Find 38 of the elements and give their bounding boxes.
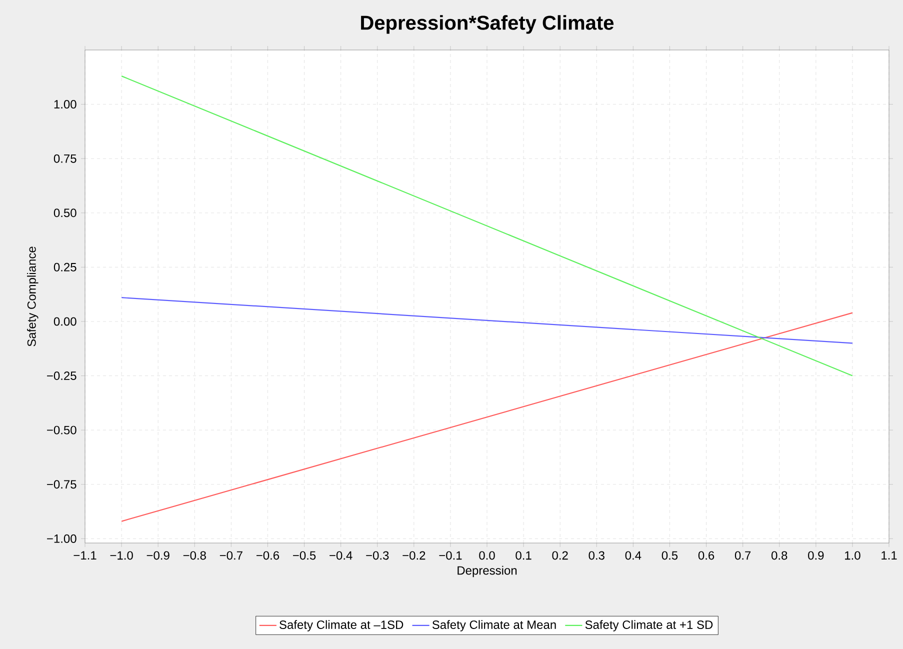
- x-tick-label: −0.5: [293, 551, 316, 560]
- x-tick-label: 0.8: [772, 551, 788, 560]
- x-tick-label: −1.0: [110, 551, 133, 560]
- x-tick-label: −0.9: [146, 551, 170, 560]
- x-tick-label: −0.6: [256, 551, 280, 560]
- x-tick-label: −0.3: [366, 551, 389, 560]
- y-tick-label: 0.25: [54, 262, 76, 272]
- x-tick-label: −0.8: [183, 551, 206, 560]
- y-tick-label: −0.75: [47, 480, 76, 489]
- chart-title: Depression*Safety Climate: [361, 15, 614, 34]
- x-tick-label: 0.3: [588, 551, 604, 560]
- legend-label: Safety Climate at Mean: [432, 620, 556, 632]
- x-tick-label: 0.1: [516, 551, 532, 560]
- x-tick-label: −0.4: [330, 551, 352, 560]
- x-tick-label: 1.1: [882, 551, 897, 560]
- y-tick-label: −0.25: [47, 372, 76, 380]
- x-tick-label: −0.2: [402, 551, 426, 560]
- x-tick-label: 1.0: [845, 551, 860, 560]
- legend-label: Safety Climate at +1 SD: [585, 620, 713, 632]
- legend-label: Safety Climate at –1SD: [280, 620, 404, 632]
- x-tick-label: 0.4: [625, 551, 642, 560]
- y-tick-label: 0.00: [54, 317, 76, 326]
- y-tick-label: −0.50: [47, 426, 76, 434]
- x-axis-title: Depression: [458, 566, 517, 578]
- x-tick-label: −0.7: [220, 551, 242, 560]
- x-tick-label: 0.2: [552, 551, 568, 560]
- y-tick-label: 0.50: [54, 208, 76, 218]
- y-tick-label: 1.00: [54, 100, 76, 109]
- y-axis-title: Safety Compliance: [27, 246, 38, 346]
- x-tick-label: 0.6: [698, 551, 714, 560]
- x-tick-label: 0.7: [734, 551, 751, 560]
- x-tick-label: 0.9: [808, 551, 824, 560]
- x-tick-label: −0.1: [439, 551, 462, 560]
- x-tick-label: −1.1: [74, 551, 96, 560]
- y-tick-label: −1.00: [47, 534, 76, 543]
- x-tick-label: 0.5: [662, 551, 678, 560]
- y-tick-label: 0.75: [54, 154, 76, 163]
- x-tick-label: 0.0: [479, 551, 495, 560]
